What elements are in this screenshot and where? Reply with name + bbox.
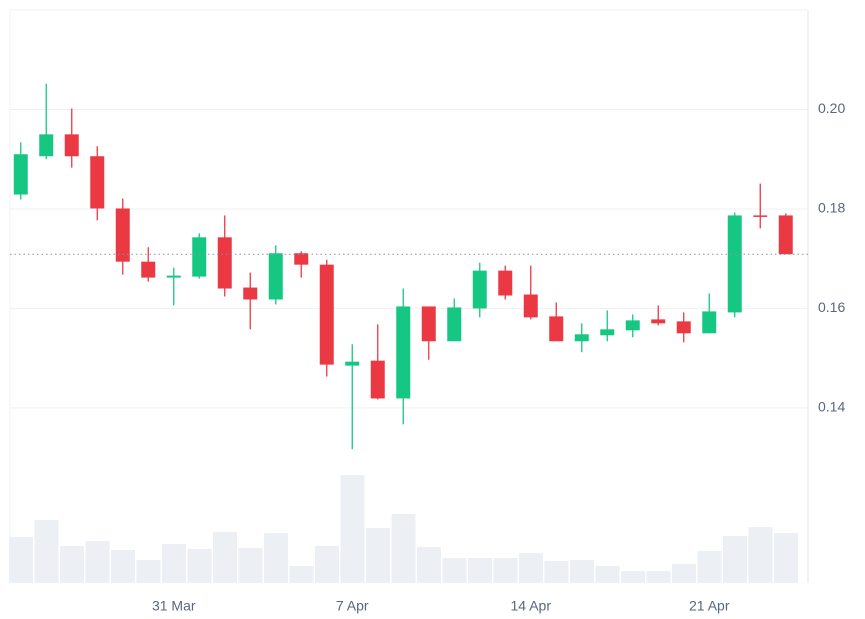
volume-bar: [60, 546, 84, 583]
candle-body: [64, 134, 79, 157]
candle-body: [498, 270, 513, 296]
candle-body: [370, 360, 385, 399]
volume-bar: [187, 549, 212, 583]
y-tick-label: 0.14: [818, 399, 845, 415]
volume-bar: [417, 547, 441, 583]
candle-body: [115, 208, 130, 262]
volume-bar: [264, 533, 288, 583]
candle-body: [472, 270, 487, 309]
volume-bar: [723, 536, 747, 583]
candle-body: [600, 329, 615, 336]
candle-body: [676, 321, 691, 334]
volume-bar: [519, 553, 543, 583]
volume-bar: [774, 533, 798, 583]
volume-bar: [315, 546, 339, 583]
candle-body: [753, 215, 768, 217]
candle-body: [778, 215, 793, 255]
candle-body: [13, 154, 28, 195]
volume-bar: [468, 558, 492, 583]
volume-bar: [672, 564, 696, 583]
candle-body: [574, 334, 589, 342]
volume-bar: [238, 548, 263, 583]
candle-body: [625, 320, 640, 331]
volume-bar: [697, 551, 722, 583]
candle-body: [268, 253, 283, 300]
volume-bar: [9, 537, 33, 583]
candle-body: [702, 311, 717, 334]
candle-body: [523, 294, 538, 318]
candle-body: [651, 319, 666, 324]
x-tick-label: 7 Apr: [336, 598, 369, 614]
volume-bar: [544, 561, 569, 583]
y-tick-label: 0.20: [818, 100, 845, 116]
volume-bar: [111, 550, 135, 583]
volume-bar: [340, 475, 365, 583]
volume-bar: [366, 528, 390, 583]
candle-body: [141, 261, 156, 278]
volume-bar: [162, 544, 186, 583]
volume-bar: [289, 566, 314, 583]
candle-body: [217, 237, 232, 289]
candle-body: [345, 361, 360, 366]
volume-bar: [595, 566, 620, 583]
volume-bar: [493, 558, 518, 583]
candle-body: [396, 306, 411, 399]
candle-body: [192, 237, 207, 277]
volume-bar: [136, 560, 161, 583]
candle-body: [319, 264, 334, 365]
candle-body: [447, 307, 462, 342]
volume-bar: [646, 571, 671, 583]
x-tick-label: 14 Apr: [511, 598, 552, 614]
volume-bar: [748, 527, 773, 583]
volume-bar: [391, 514, 416, 583]
candle-body: [39, 134, 54, 157]
volume-bar: [85, 541, 110, 583]
x-tick-label: 21 Apr: [689, 598, 730, 614]
volume-bar: [213, 532, 237, 583]
candle-body: [727, 215, 742, 313]
candle-body: [166, 275, 181, 278]
x-tick-label: 31 Mar: [152, 598, 196, 614]
y-tick-label: 0.16: [818, 299, 845, 315]
candle-body: [243, 287, 258, 300]
volume-bar: [621, 571, 645, 583]
candle-body: [549, 316, 564, 342]
candle-body: [294, 253, 309, 265]
candle-body: [421, 306, 436, 342]
candle-body: [90, 156, 105, 209]
y-tick-label: 0.18: [818, 200, 845, 216]
volume-bar: [34, 520, 59, 583]
volume-bar: [442, 558, 467, 583]
volume-bar: [570, 560, 594, 583]
